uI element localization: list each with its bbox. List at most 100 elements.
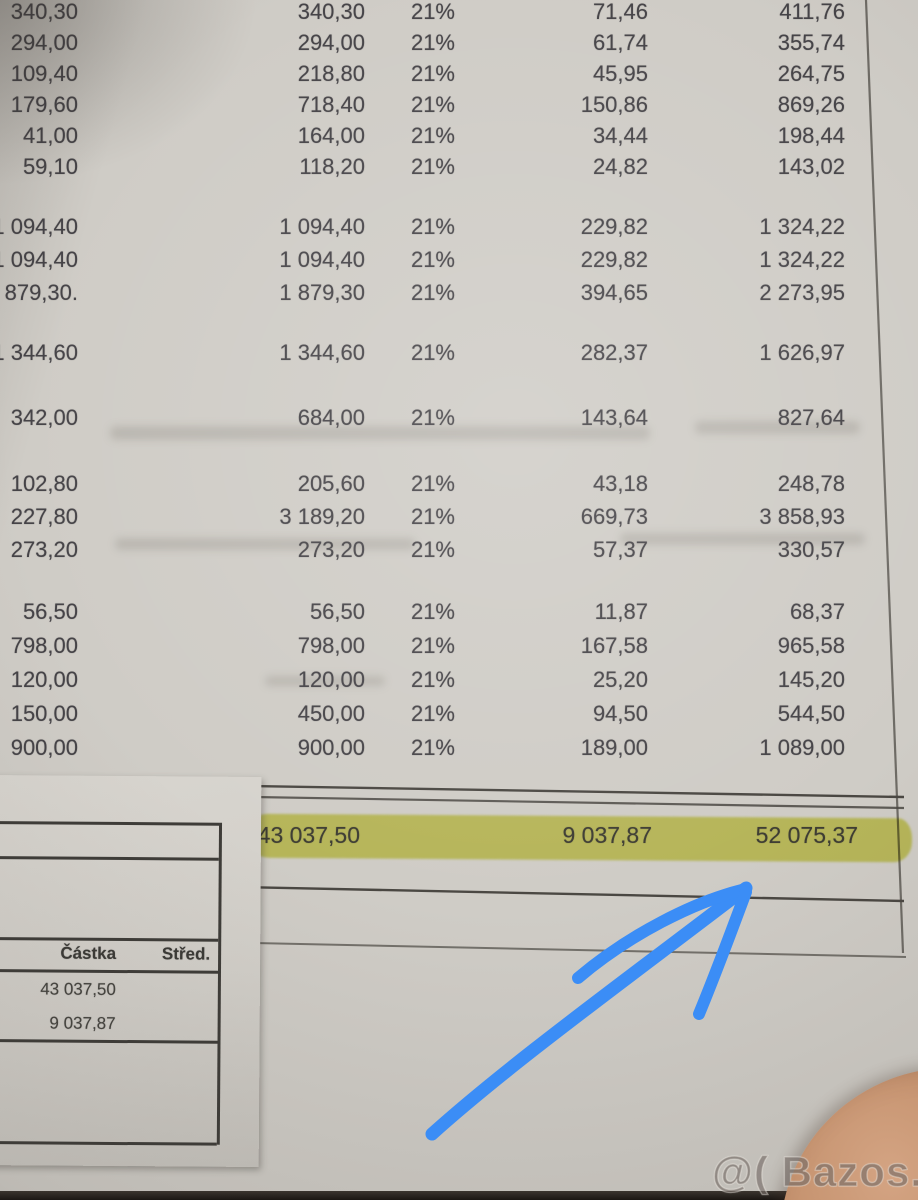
cell-vat-amount: 71,46	[592, 0, 648, 24]
cell-vat-amount: 669,73	[580, 503, 648, 529]
cell-unit-price: 109,40	[10, 60, 78, 86]
cell-vat-rate: 21%	[410, 60, 455, 86]
table-row: 273,20 273,20 21% 57,37 330,57	[0, 533, 918, 566]
cell-unit-price: 179,60	[10, 91, 78, 117]
cell-line-total: 248,78	[777, 470, 845, 496]
cell-vat-amount: 143,64	[580, 404, 648, 430]
table-row: 102,80 205,60 21% 43,18 248,78	[0, 467, 918, 500]
cell-vat-amount: 25,20	[592, 667, 648, 692]
slip-amount-1: 43 037,50	[40, 979, 116, 999]
totals-vat-amount: 9 037,87	[562, 821, 652, 848]
cell-line-total: 145,20	[777, 667, 845, 692]
cell-vat-rate: 21%	[410, 404, 455, 430]
cell-line-amount: 450,00	[297, 701, 365, 726]
cell-line-amount: 718,40	[297, 91, 365, 117]
cell-line-amount: 294,00	[297, 29, 365, 55]
cell-vat-amount: 24,82	[592, 153, 648, 179]
table-row: 798,00 798,00 21% 167,58 965,58	[0, 629, 918, 663]
cell-vat-amount: 150,86	[580, 91, 648, 117]
cell-line-amount: 3 189,20	[279, 503, 365, 529]
cell-vat-amount: 167,58	[580, 633, 648, 658]
cell-vat-rate: 21%	[410, 470, 455, 496]
totals-base-amount: 43 037,50	[257, 821, 360, 848]
cell-unit-price: 227,80	[10, 503, 78, 529]
row-group: 102,80 205,60 21% 43,18 248,78 227,80 3 189,20…	[0, 467, 918, 566]
table-row: 59,10 118,20 21% 24,82 143,02	[0, 151, 918, 182]
cell-line-total: 1 626,97	[759, 339, 845, 365]
cell-line-total: 965,58	[777, 633, 845, 658]
cell-line-total: 330,57	[777, 536, 845, 562]
cell-vat-rate: 21%	[410, 503, 455, 529]
cell-line-amount: 900,00	[297, 735, 365, 760]
table-row: 1 879,30. 1 879,30 21% 394,65 2 273,95	[0, 276, 918, 309]
table-row: 294,00 294,00 21% 61,74 355,74	[0, 27, 918, 58]
cell-vat-rate: 21%	[410, 599, 455, 624]
cell-vat-amount: 34,44	[592, 122, 648, 148]
cell-unit-price: 1 344,60	[0, 339, 78, 365]
table-row: 900,00 900,00 21% 189,00 1 089,00	[0, 731, 918, 765]
photo-bottom-edge	[0, 1191, 918, 1200]
cell-line-amount: 798,00	[297, 633, 365, 658]
cell-line-total: 1 089,00	[759, 735, 845, 760]
cell-unit-price: 798,00	[10, 633, 78, 658]
cell-unit-price: 1 094,40	[0, 213, 78, 239]
cell-vat-amount: 189,00	[580, 735, 648, 760]
cell-line-amount: 118,20	[299, 153, 365, 179]
row-group: 342,00 684,00 21% 143,64 827,64	[0, 401, 918, 434]
table-line	[252, 942, 907, 958]
cell-vat-rate: 21%	[410, 0, 455, 24]
cell-vat-amount: 45,95	[592, 60, 648, 86]
cell-unit-price: 102,80	[10, 470, 78, 496]
slip-right-border	[216, 822, 222, 1145]
table-line	[239, 885, 905, 903]
cell-unit-price: 340,30	[10, 0, 78, 24]
cell-unit-price: 41,00	[22, 122, 78, 148]
table-row: 342,00 684,00 21% 143,64 827,64	[0, 401, 918, 434]
cell-unit-price: 273,20	[10, 536, 78, 562]
slip-line	[0, 821, 220, 826]
slip-line	[0, 856, 219, 861]
slip-header-amount: Částka	[60, 943, 117, 963]
table-line	[251, 784, 905, 799]
table-row: 109,40 218,80 21% 45,95 264,75	[0, 58, 918, 89]
table-row: 41,00 164,00 21% 34,44 198,44	[0, 120, 918, 151]
cell-line-total: 869,26	[777, 91, 845, 117]
arrow-shaft	[425, 881, 753, 1141]
cell-line-total: 264,75	[777, 60, 845, 86]
totals-row: 43 037,50 9 037,87 52 075,37	[0, 813, 918, 857]
cell-line-amount: 56,50	[309, 599, 365, 624]
cell-unit-price: 59,10	[22, 153, 78, 179]
cell-line-amount: 273,20	[297, 536, 365, 562]
slip-amount-2: 9 037,87	[49, 1013, 116, 1033]
items-table: 340,30 340,30 21% 71,46 411,76 294,00 294,00 21…	[0, 0, 918, 765]
arrow-barb-right	[693, 886, 752, 1020]
cell-line-total: 827,64	[777, 404, 845, 430]
cell-line-amount: 340,30	[297, 0, 365, 24]
cell-vat-rate: 21%	[410, 29, 455, 55]
cell-vat-rate: 21%	[410, 246, 455, 272]
cell-line-amount: 684,00	[297, 404, 365, 430]
cell-vat-rate: 21%	[410, 91, 455, 117]
paper-bleed-through	[265, 676, 385, 686]
table-row: 227,80 3 189,20 21% 669,73 3 858,93	[0, 500, 918, 533]
table-row: 120,00 120,00 21% 25,20 145,20	[0, 663, 918, 697]
cell-vat-rate: 21%	[410, 122, 455, 148]
paper-bleed-through	[115, 538, 415, 550]
cell-vat-rate: 21%	[410, 279, 455, 305]
cell-vat-rate: 21%	[410, 701, 455, 726]
cell-line-total: 544,50	[777, 701, 845, 726]
cell-line-total: 198,44	[777, 122, 845, 148]
table-row: 179,60 718,40 21% 150,86 869,26	[0, 89, 918, 120]
arrow-barb-left	[572, 884, 748, 984]
table-row: 150,00 450,00 21% 94,50 544,50	[0, 697, 918, 731]
cell-line-total: 411,76	[779, 0, 845, 24]
cell-line-total: 68,37	[789, 599, 845, 624]
cell-vat-rate: 21%	[410, 153, 455, 179]
cell-line-amount: 1 879,30	[279, 279, 365, 305]
cell-vat-amount: 43,18	[592, 470, 648, 496]
cell-vat-rate: 21%	[410, 735, 455, 760]
cell-vat-rate: 21%	[410, 633, 455, 658]
paper-bleed-through	[620, 533, 865, 545]
cell-line-amount: 1 094,40	[279, 213, 365, 239]
